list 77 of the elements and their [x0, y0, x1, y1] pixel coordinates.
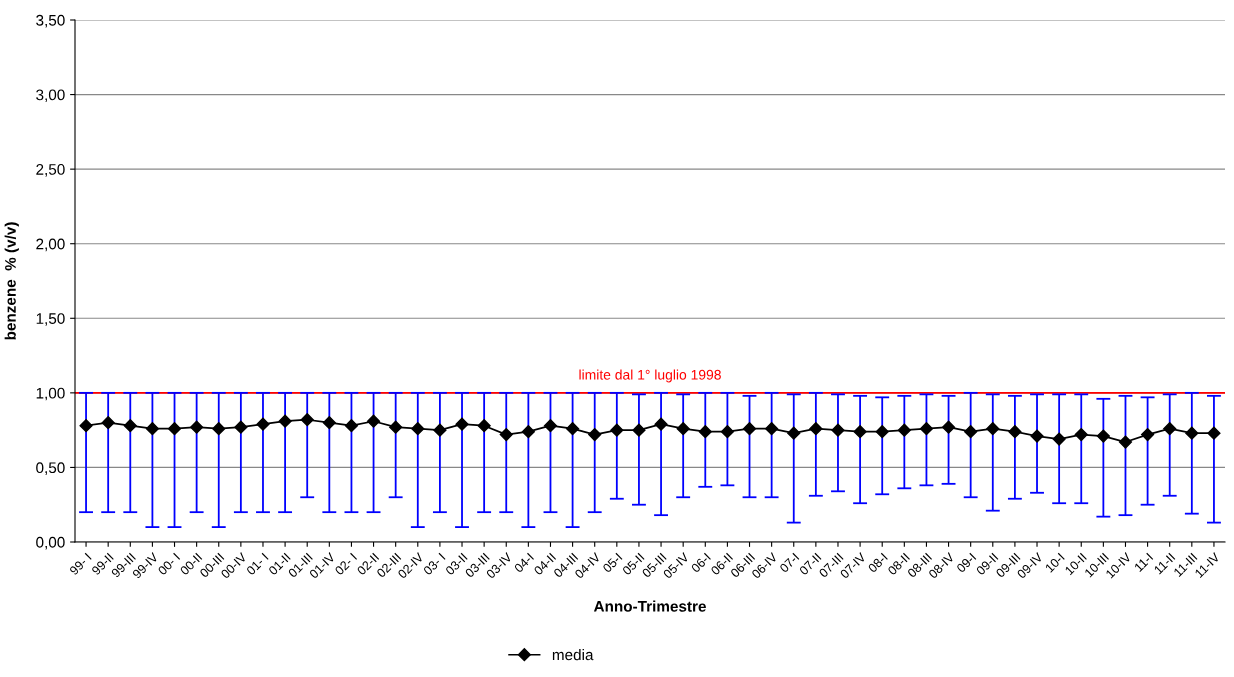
point [632, 423, 646, 437]
point [654, 417, 668, 431]
point [588, 428, 602, 442]
point [853, 425, 867, 439]
y-tick-label: 1,00 [36, 387, 65, 401]
point [964, 425, 978, 439]
point [278, 414, 292, 428]
point [765, 422, 779, 436]
point [1052, 432, 1066, 446]
point [1207, 426, 1221, 440]
point [698, 425, 712, 439]
y-tick-label: 2,00 [36, 238, 65, 252]
x-tick-label: 11-I [1134, 552, 1154, 573]
point [455, 417, 469, 431]
y-tick-label: 0,50 [36, 462, 65, 475]
point [1185, 426, 1199, 440]
x-tick-label: 02- I [334, 552, 358, 576]
point [1141, 428, 1155, 442]
x-axis-title: Anno-Trimestre [593, 600, 706, 612]
point [941, 420, 956, 434]
point [1118, 435, 1133, 449]
x-tick-label: 07-I [779, 552, 800, 574]
point [787, 426, 801, 440]
point [720, 425, 734, 439]
point [234, 420, 248, 434]
x-tick-label: 01- I [245, 552, 269, 576]
point [300, 413, 314, 427]
point [1163, 422, 1177, 436]
y-axis-title: benzene % (v/v) [4, 222, 19, 340]
point [212, 422, 226, 436]
point [1008, 425, 1022, 439]
point [322, 416, 336, 430]
point [986, 422, 1000, 436]
point [499, 428, 513, 442]
point [389, 420, 403, 434]
x-tick-label: 10-I [1044, 552, 1065, 573]
x-tick-label: 99- I [69, 552, 92, 576]
x-tick-label: 09-I [956, 552, 977, 574]
x-tick-label: 08-I [867, 552, 888, 574]
point [521, 425, 535, 439]
y-tick-label: 1,50 [36, 313, 65, 326]
point [919, 422, 934, 436]
point [831, 423, 845, 437]
point [809, 422, 823, 436]
point [543, 419, 558, 433]
ref-line-label: limite dal 1° luglio 1998 [579, 369, 721, 383]
point [366, 414, 381, 428]
x-tick-label: 05-I [602, 552, 623, 574]
y-tick-label: 3,00 [36, 89, 65, 103]
y-tick-label: 3,50 [36, 14, 65, 28]
point [145, 422, 159, 436]
y-tick-label: 0,00 [36, 536, 65, 550]
point [1096, 429, 1110, 443]
point [256, 417, 270, 431]
point [433, 423, 447, 437]
x-tick-label: 03- I [422, 552, 446, 576]
point [79, 419, 93, 433]
point [742, 422, 757, 436]
point [167, 422, 182, 436]
point [897, 423, 911, 437]
point [411, 422, 425, 436]
point [875, 425, 889, 439]
point [344, 419, 359, 433]
point [1074, 428, 1088, 442]
x-tick-label: 04-I [513, 552, 535, 574]
y-tick-label: 2,50 [36, 164, 65, 177]
point [123, 419, 137, 433]
point [566, 422, 580, 436]
point [1030, 429, 1044, 443]
point [610, 423, 624, 437]
x-tick-label: 00- I [157, 552, 181, 576]
point [190, 420, 204, 434]
legend-label: media [552, 649, 594, 661]
point [101, 416, 115, 430]
point [676, 422, 690, 436]
x-tick-label: 06-I [690, 552, 711, 574]
point [477, 419, 491, 433]
